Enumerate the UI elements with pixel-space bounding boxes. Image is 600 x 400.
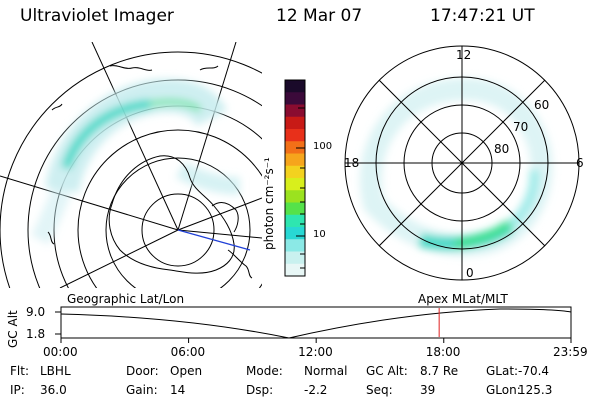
colorbar-cell xyxy=(285,141,305,154)
info-key: GLon: xyxy=(486,383,521,397)
colorbar-unit-label: photon cm⁻²s⁻¹ xyxy=(262,157,276,250)
colorbar-cell xyxy=(285,165,305,179)
timeline-yaxis-label: GC Alt xyxy=(6,310,20,348)
timeline-xtick-label: 00:00 xyxy=(43,345,78,359)
colorbar-cell xyxy=(285,80,305,93)
timeline-ytick-top: 9.0 xyxy=(26,305,46,319)
timeline-plot xyxy=(55,306,572,343)
colorbar-cell xyxy=(285,227,305,240)
colorbar-cell xyxy=(285,251,305,265)
colorbar-cell xyxy=(285,129,305,142)
info-key: GC Alt: xyxy=(366,364,408,378)
time-label: 17:47:21 UT xyxy=(430,6,535,26)
info-value: 125.3 xyxy=(518,383,553,397)
timeline-xtick-label: 23:59 xyxy=(553,345,588,359)
info-value: 39 xyxy=(420,383,436,397)
colorbar-cell xyxy=(285,104,305,118)
colorbar-cell xyxy=(285,214,305,228)
timeline-xtick-label: 06:00 xyxy=(170,345,206,359)
mlt-12-label: 12 xyxy=(456,48,472,62)
geographic-map xyxy=(0,42,262,288)
info-key: Gain: xyxy=(126,383,158,397)
mlat-70-label: 70 xyxy=(513,120,529,134)
info-key: Mode: xyxy=(246,364,283,378)
mlt-6-label: 6 xyxy=(576,156,584,170)
colorbar xyxy=(284,79,306,277)
colorbar-cell xyxy=(285,190,305,203)
info-value: Open xyxy=(170,364,203,378)
colorbar-cell xyxy=(285,239,305,252)
info-key: Seq: xyxy=(366,383,393,397)
timeline-right-label: Apex MLat/MLT xyxy=(418,292,508,306)
info-key: Dsp: xyxy=(246,383,274,397)
colorbar-cell xyxy=(285,153,305,167)
colorbar-cell xyxy=(285,178,305,191)
colorbar-cell xyxy=(285,116,305,130)
instrument-title: Ultraviolet Imager xyxy=(20,6,174,26)
info-value: 8.7 Re xyxy=(420,364,459,378)
info-value: -2.2 xyxy=(304,383,328,397)
colorbar-cell xyxy=(285,92,305,105)
timeline-xtick-label: 12:00 xyxy=(298,345,333,359)
colorbar-tick-10: 10 xyxy=(313,229,326,240)
mlt-0-label: 0 xyxy=(466,266,474,280)
mlat-60-label: 60 xyxy=(534,98,550,112)
polar-mlt-plot xyxy=(344,45,580,281)
mlt-18-label: 18 xyxy=(344,156,360,170)
info-value: -70.4 xyxy=(518,364,550,378)
timeline-ytick-bottom: 1.8 xyxy=(26,327,46,341)
colorbar-tick-100: 100 xyxy=(313,141,333,152)
info-key: Flt: xyxy=(10,364,29,378)
mlat-80-label: 80 xyxy=(494,142,510,156)
info-value: Normal xyxy=(304,364,348,378)
info-key: Door: xyxy=(126,364,159,378)
info-key: GLat: xyxy=(486,364,519,378)
date-label: 12 Mar 07 xyxy=(276,6,363,26)
info-value: 36.0 xyxy=(40,383,67,397)
info-value: LBHL xyxy=(40,364,71,378)
timeline-left-label: Geographic Lat/Lon xyxy=(67,292,185,306)
colorbar-cell xyxy=(285,263,305,277)
info-value: 14 xyxy=(170,383,186,397)
timeline-xtick-label: 18:00 xyxy=(425,345,461,359)
info-key: IP: xyxy=(10,383,25,397)
colorbar-cell xyxy=(285,202,305,216)
